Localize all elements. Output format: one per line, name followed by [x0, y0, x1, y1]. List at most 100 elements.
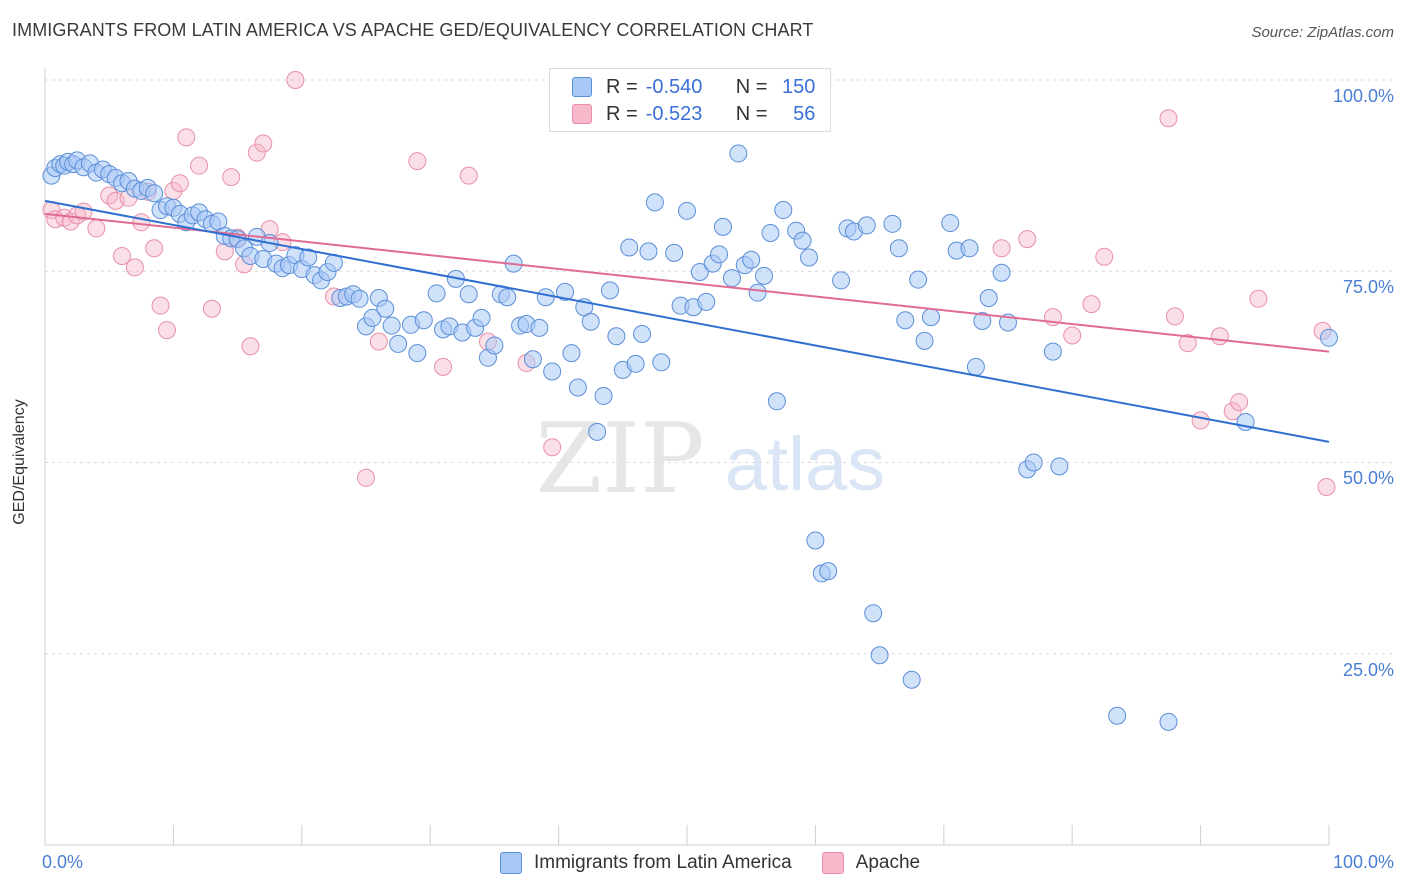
- latin-america-point: [626, 354, 645, 373]
- latin-america-point: [870, 646, 889, 665]
- latin-america-point: [915, 331, 934, 350]
- latin-america-point: [697, 292, 716, 311]
- latin-america-point: [832, 271, 851, 290]
- latin-america-point: [376, 299, 395, 318]
- legend-item-apache[interactable]: Apache: [821, 852, 921, 874]
- apache-point: [1249, 289, 1268, 308]
- legend-n-label: N =: [735, 75, 768, 98]
- legend-item-latin-america[interactable]: Immigrants from Latin America: [500, 852, 792, 874]
- latin-america-point: [748, 283, 767, 302]
- latin-america-point: [600, 281, 619, 300]
- latin-america-point: [722, 269, 741, 288]
- latin-america-point: [1043, 342, 1062, 361]
- legend-r-label: R =: [606, 102, 638, 125]
- latin-america-point: [350, 289, 369, 308]
- apache-point: [543, 438, 562, 457]
- latin-america-point: [973, 311, 992, 330]
- latin-america-point: [761, 224, 780, 242]
- latin-america-point: [979, 289, 998, 308]
- apache-point: [125, 258, 144, 277]
- apache-point: [190, 156, 209, 175]
- axis-layer: [44, 68, 1330, 846]
- legend-n-value: 150: [782, 75, 816, 98]
- watermark-zip: ZIP: [535, 403, 704, 515]
- apache-point: [1191, 411, 1210, 430]
- legend-row-latin-america: R = -0.540 N = 150: [572, 74, 815, 100]
- legend-r-value: -0.523: [645, 102, 703, 125]
- x-tick-0: 0.0%: [42, 852, 84, 872]
- latin-america-point: [857, 216, 876, 235]
- apache-point: [369, 332, 388, 351]
- legend-r-label: R =: [606, 75, 638, 98]
- apache-point: [408, 152, 427, 171]
- apache-point: [157, 321, 176, 340]
- watermark: ZIP atlas: [535, 403, 885, 515]
- apache-point: [357, 468, 375, 487]
- latin-america-point: [966, 357, 985, 376]
- chart-title: IMMIGRANTS FROM LATIN AMERICA VS APACHE …: [12, 20, 814, 40]
- legend-label-apache: Apache: [855, 852, 921, 873]
- latin-america-point: [767, 392, 786, 411]
- latin-america-point: [581, 312, 600, 331]
- latin-america-point: [645, 193, 664, 212]
- legend-swatch-blue: [572, 77, 592, 97]
- latin-america-point: [556, 282, 575, 301]
- apache-point: [1230, 393, 1249, 412]
- latin-america-point: [568, 378, 587, 397]
- latin-america-point: [793, 231, 812, 250]
- apache-trend-line: [44, 212, 1330, 353]
- latin-america-point: [960, 239, 979, 258]
- apache-point: [241, 337, 260, 356]
- apache-point: [434, 357, 453, 376]
- trend-lines: [44, 199, 1330, 443]
- latin-america-point: [889, 239, 908, 258]
- latin-america-point: [909, 270, 928, 289]
- latin-america-point: [896, 311, 915, 330]
- latin-america-point: [594, 386, 613, 405]
- latin-america-point: [1050, 457, 1069, 476]
- latin-america-point: [864, 604, 883, 623]
- latin-america-point: [713, 217, 732, 236]
- latin-america-point: [992, 263, 1011, 282]
- apache-point: [286, 71, 305, 89]
- y-tick-50: 50.0%: [1342, 468, 1394, 488]
- latin-america-point: [883, 214, 902, 233]
- stats-legend: R = -0.540 N = 150 R = -0.523 N = 56: [549, 68, 831, 132]
- y-tick-100: 100.0%: [1332, 86, 1394, 106]
- apache-point: [1063, 326, 1082, 345]
- apache-point: [1317, 477, 1336, 496]
- latin-america-point: [941, 214, 960, 233]
- latin-america-point: [530, 318, 549, 337]
- latin-america-point: [639, 242, 658, 261]
- watermark-atlas: atlas: [725, 422, 886, 507]
- latin-america-point: [806, 531, 825, 550]
- apache-point: [1159, 109, 1178, 128]
- latin-america-point: [389, 334, 408, 353]
- latin-america-point: [382, 316, 401, 335]
- legend-n-value: 56: [793, 102, 816, 125]
- latin-america-point: [145, 184, 164, 203]
- latin-america-point: [414, 311, 433, 330]
- legend-n-label: N =: [735, 102, 768, 125]
- latin-america-point: [755, 266, 774, 285]
- apache-point: [151, 296, 170, 315]
- latin-america-point: [665, 243, 684, 262]
- latin-america-point: [1024, 453, 1043, 472]
- legend-label-latin-america: Immigrants from Latin America: [534, 852, 792, 873]
- y-axis-label: GED/Equivalency: [11, 399, 28, 525]
- legend-swatch-blue: [500, 852, 522, 874]
- latin-america-point: [427, 284, 446, 303]
- apache-point: [113, 246, 132, 265]
- latin-america-point: [523, 350, 542, 369]
- legend-swatch-pink: [572, 104, 592, 124]
- latin-america-point: [498, 288, 517, 307]
- apache-point: [170, 174, 189, 193]
- latin-america-point: [678, 201, 696, 220]
- latin-america-point: [902, 670, 921, 689]
- x-tick-100: 100.0%: [1332, 852, 1394, 872]
- latin-america-point: [299, 248, 318, 267]
- apache-point: [1082, 295, 1101, 314]
- apache-point: [1178, 334, 1197, 353]
- latin-america-point: [620, 238, 639, 257]
